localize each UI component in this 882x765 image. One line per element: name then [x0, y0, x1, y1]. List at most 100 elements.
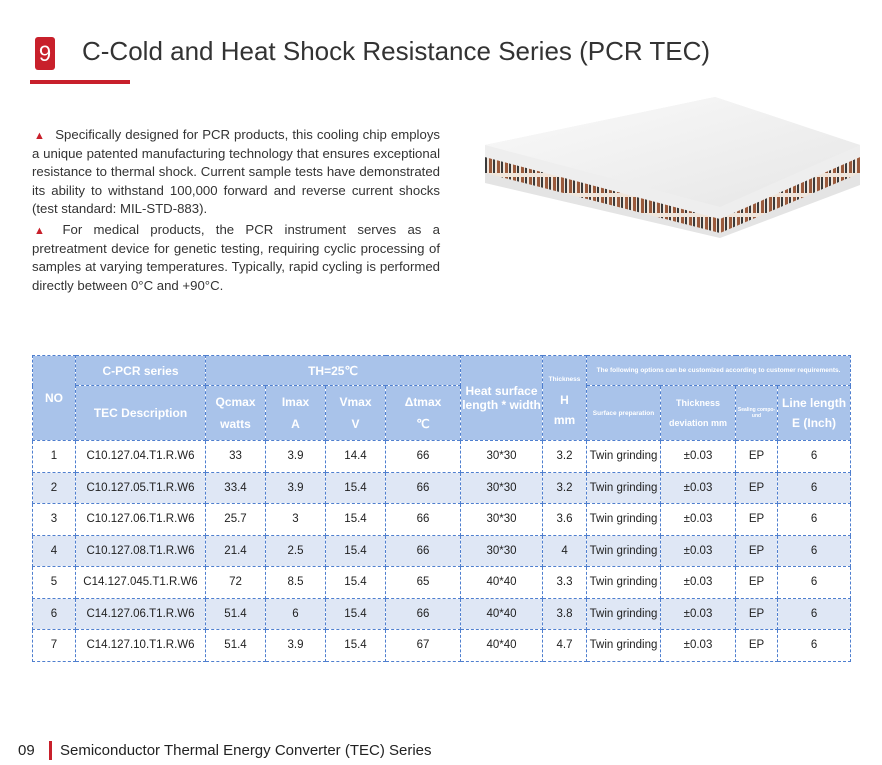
table-cell: 15.4 — [325, 566, 386, 599]
table-cell: Twin grinding — [586, 566, 662, 599]
table-cell: 6 — [777, 471, 852, 504]
table-cell: EP — [735, 440, 779, 473]
table-cell: 3.8 — [542, 597, 588, 630]
table-cell: ±0.03 — [660, 597, 737, 630]
table-cell: EP — [735, 566, 779, 599]
header-cell: Line length E (Inch) — [777, 385, 852, 441]
table-cell: 66 — [384, 440, 462, 473]
header-text: Heat surface — [465, 384, 538, 398]
table-cell: 3.9 — [265, 471, 326, 504]
bullet-icon: ▲ — [34, 225, 53, 238]
table-body: 1 C10.127.04.T1.R.W6 33 3.9 14.4 66 30*30 3.2 Tw… — [32, 440, 852, 662]
table-cell: 3.6 — [542, 503, 588, 536]
table-cell: 40*40 — [460, 566, 544, 599]
footer-title: Semiconductor Thermal Energy Converter (… — [60, 742, 432, 759]
table-cell: 4.7 — [542, 629, 588, 662]
table-row: 2 C10.127.05.T1.R.W6 33.4 3.9 15.4 66 30*30 3.2… — [32, 471, 852, 504]
table-cell: 3.3 — [542, 566, 588, 599]
table-cell: 66 — [384, 471, 462, 504]
table-cell: 66 — [384, 503, 462, 536]
table-cell: 25.7 — [205, 503, 266, 536]
header-cell: The following options can be customized … — [586, 355, 852, 386]
header-text: watts — [220, 417, 251, 431]
table-cell: 15.4 — [325, 597, 386, 630]
table-cell: ±0.03 — [660, 566, 737, 599]
header-text: Vmax — [339, 395, 372, 409]
table-cell: Twin grinding — [586, 440, 662, 473]
header-cell: Δtmax ℃ — [384, 385, 462, 441]
table-cell: EP — [735, 534, 779, 567]
header-cell: NO — [32, 355, 76, 441]
table-cell: EP — [735, 629, 779, 662]
description: ▲ Specifically designed for PCR products,… — [32, 126, 440, 298]
table-cell: 6 — [32, 597, 76, 630]
table-cell: Twin grinding — [586, 503, 662, 536]
table-cell: C14.127.045.T1.R.W6 — [75, 566, 206, 599]
table-cell: 3.9 — [265, 629, 326, 662]
table-cell: 30*30 — [460, 440, 544, 473]
table-cell: Twin grinding — [586, 597, 662, 630]
table-cell: 51.4 — [205, 597, 266, 630]
table-cell: 21.4 — [205, 534, 266, 567]
header-text: ℃ — [416, 417, 430, 431]
header-text: Δtmax — [404, 395, 442, 409]
table-cell: 30*30 — [460, 471, 544, 504]
table-cell: 51.4 — [205, 629, 266, 662]
table-cell: 4 — [542, 534, 588, 567]
table-cell: 7 — [32, 629, 76, 662]
table-cell: 66 — [384, 597, 462, 630]
header-text: length * width — [462, 398, 541, 412]
table-row: 1 C10.127.04.T1.R.W6 33 3.9 14.4 66 30*30 3.2 Tw… — [32, 440, 852, 473]
table-cell: 15.4 — [325, 471, 386, 504]
paragraph: ▲ For medical products, the PCR instrumen… — [32, 221, 440, 295]
header-text: V — [351, 417, 360, 431]
table-cell: 3 — [265, 503, 326, 536]
header-cell: C-PCR series — [75, 355, 206, 386]
table-cell: 40*40 — [460, 597, 544, 630]
header-cell: TH=25℃ — [204, 355, 462, 386]
header-text: deviation mm — [669, 418, 728, 428]
table-cell: 8.5 — [265, 566, 326, 599]
footer-bar — [49, 741, 52, 760]
product-image — [485, 97, 860, 238]
table-cell: EP — [735, 597, 779, 630]
table-row: 7 C14.127.10.T1.R.W6 51.4 3.9 15.4 67 40*40 4.7… — [32, 629, 852, 662]
header-text: A — [291, 417, 300, 431]
table-cell: C14.127.10.T1.R.W6 — [75, 629, 206, 662]
section-number: 9 — [35, 37, 55, 70]
paragraph-text: For medical products, the PCR instrument… — [32, 222, 440, 293]
table-cell: Twin grinding — [586, 629, 662, 662]
table-cell: 30*30 — [460, 503, 544, 536]
header-cell: Imax A — [265, 385, 326, 441]
section-title: C-Cold and Heat Shock Resistance Series … — [82, 36, 711, 66]
header-text: Thickness — [548, 375, 581, 383]
table-cell: C10.127.06.T1.R.W6 — [75, 503, 206, 536]
table-cell: 30*30 — [460, 534, 544, 567]
table-cell: 4 — [32, 534, 76, 567]
table-cell: 2.5 — [265, 534, 326, 567]
table-cell: ±0.03 — [660, 471, 737, 504]
table-cell: 40*40 — [460, 629, 544, 662]
bullet-icon: ▲ — [34, 130, 46, 142]
table-cell: 6 — [265, 597, 326, 630]
table-cell: C10.127.04.T1.R.W6 — [75, 440, 206, 473]
header-text: mm — [553, 412, 576, 427]
table-cell: 6 — [777, 566, 852, 599]
table-row: 5 C14.127.045.T1.R.W6 72 8.5 15.4 65 40*40 3.3 T… — [32, 566, 852, 599]
header-cell: Sealing compo-und — [735, 385, 779, 441]
table-cell: EP — [735, 471, 779, 504]
header-cell: Qcmax watts — [205, 385, 266, 441]
table-cell: 33 — [205, 440, 266, 473]
table-cell: 3 — [32, 503, 76, 536]
table-cell: 33.4 — [205, 471, 266, 504]
table-cell: 3.2 — [542, 440, 588, 473]
table-row: 6 C14.127.06.T1.R.W6 51.4 6 15.4 66 40*40 3.8 Tw… — [32, 597, 852, 630]
table-cell: C14.127.06.T1.R.W6 — [75, 597, 206, 630]
table-cell: 66 — [384, 534, 462, 567]
header-text: H — [560, 392, 569, 407]
table-row: 4 C10.127.08.T1.R.W6 21.4 2.5 15.4 66 30*30 4 Tw… — [32, 534, 852, 567]
table-cell: Twin grinding — [586, 471, 662, 504]
header-cell: Surface preparation — [586, 385, 662, 441]
table-cell: 2 — [32, 471, 76, 504]
table-cell: 14.4 — [325, 440, 386, 473]
